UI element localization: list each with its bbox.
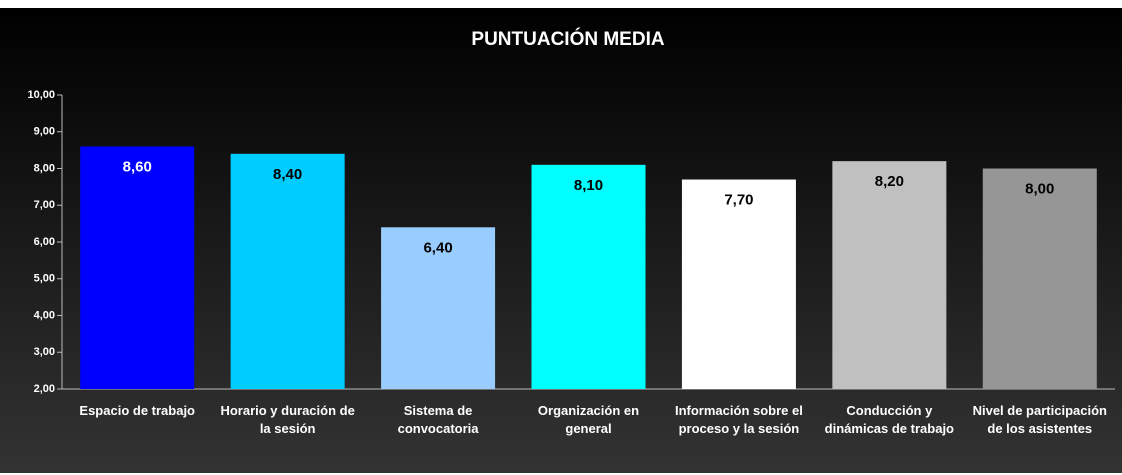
- bar: [832, 161, 947, 389]
- x-tick-label: Sistema de convocatoria: [397, 403, 479, 436]
- bar: [381, 227, 496, 389]
- bar: [531, 164, 646, 389]
- y-tick-label: 4,00: [34, 309, 55, 321]
- value-label: 6,40: [423, 239, 452, 256]
- value-label: 8,00: [1025, 180, 1054, 197]
- y-tick-label: 10,00: [27, 89, 55, 101]
- y-tick-label: 2,00: [34, 383, 55, 395]
- bar: [681, 179, 796, 389]
- x-tick-label: Espacio de trabajo: [79, 403, 195, 418]
- x-tick-label: Conducción y dinámicas de trabajo: [824, 403, 954, 436]
- chart-title: PUNTUACIÓN MEDIA: [471, 28, 664, 50]
- y-tick-label: 7,00: [34, 199, 55, 211]
- value-label: 7,70: [724, 191, 753, 208]
- bar: [80, 146, 195, 389]
- x-tick-label: Horario y duración de la sesión: [220, 403, 355, 436]
- x-tick-label: Organización en general: [537, 403, 640, 436]
- value-label: 8,20: [875, 173, 904, 190]
- chart: PUNTUACIÓN MEDIA 2,00 3,00 4,00 5,00 6,00 7,0…: [27, 28, 1115, 395]
- y-tick-label: 6,00: [34, 236, 55, 248]
- x-tick-label: Nivel de participación de los asistentes: [972, 403, 1107, 436]
- bar: [982, 168, 1097, 389]
- x-tick-label: Información sobre el proceso y la sesión: [674, 403, 803, 436]
- value-label: 8,60: [123, 158, 152, 175]
- value-label: 8,40: [273, 166, 302, 183]
- y-tick-label: 5,00: [34, 273, 55, 285]
- value-label: 8,10: [574, 177, 603, 194]
- chart-background: PUNTUACIÓN MEDIA 2,00 3,00 4,00 5,00 6,00 7,0…: [0, 8, 1122, 473]
- y-tick-label: 9,00: [34, 126, 55, 138]
- y-tick-label: 3,00: [34, 346, 55, 358]
- y-tick-label: 8,00: [34, 162, 55, 174]
- bar: [230, 153, 345, 389]
